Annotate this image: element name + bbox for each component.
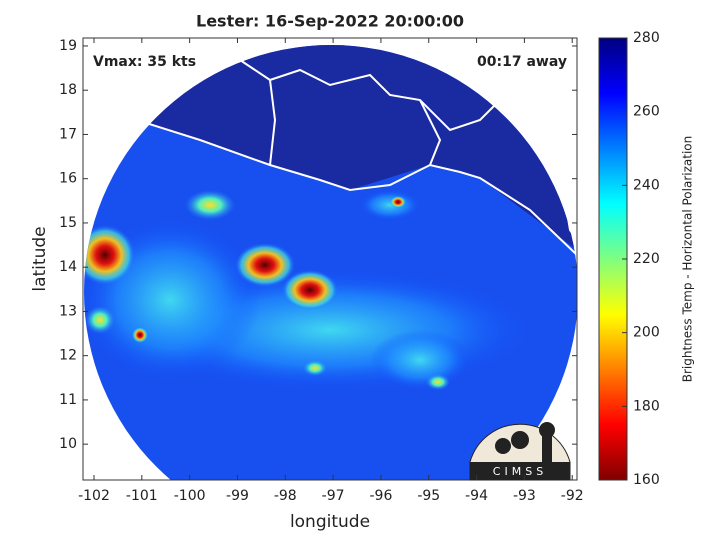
x-tick-label: -97 [322, 488, 345, 504]
x-tick-label: -98 [274, 488, 297, 504]
y-tick-label: 12 [59, 348, 77, 364]
y-tick-label: 15 [59, 215, 77, 231]
chart-title: Lester: 16-Sep-2022 20:00:00 [196, 12, 464, 31]
y-tick-label: 14 [59, 259, 77, 275]
x-tick-label: -94 [465, 488, 488, 504]
logo-text: CIMSS [493, 465, 547, 478]
x-tick-label: -92 [561, 488, 584, 504]
logo: CIMSS [469, 422, 571, 481]
colorbar-label: Brightness Temp - Horizontal Polarizatio… [681, 136, 695, 383]
x-tick-label: -99 [226, 488, 249, 504]
annotation: 00:17 away [477, 54, 567, 70]
y-tick-label: 10 [59, 436, 77, 452]
plot-frame [82, 37, 578, 481]
y-axis-label: latitude [30, 226, 50, 291]
x-tick-label: -101 [126, 488, 158, 504]
y-tick-label: 13 [59, 303, 77, 319]
colorbar-tick-label: 200 [633, 325, 660, 341]
x-tick-label: -93 [513, 488, 536, 504]
y-tick-label: 11 [59, 392, 77, 408]
colorbar-tick-label: 180 [633, 398, 660, 414]
colorbar-tick-label: 220 [633, 251, 660, 267]
colorbar-tick-label: 160 [633, 472, 660, 488]
imagery [83, 38, 577, 480]
annotation: Vmax: 35 kts [93, 54, 196, 70]
x-tick-label: -95 [417, 488, 440, 504]
x-tick-label: -102 [78, 488, 110, 504]
colorbar-tick-label: 280 [633, 30, 660, 46]
y-tick-label: 18 [59, 82, 77, 98]
y-tick-label: 19 [59, 38, 77, 54]
x-tick-label: -96 [369, 488, 392, 504]
y-tick-label: 17 [59, 126, 77, 142]
x-tick-label: -100 [174, 488, 206, 504]
colorbar-tick-label: 240 [633, 177, 660, 193]
y-tick-label: 16 [59, 171, 77, 187]
colorbar-tick-label: 260 [633, 104, 660, 120]
x-axis-label: longitude [290, 512, 370, 532]
